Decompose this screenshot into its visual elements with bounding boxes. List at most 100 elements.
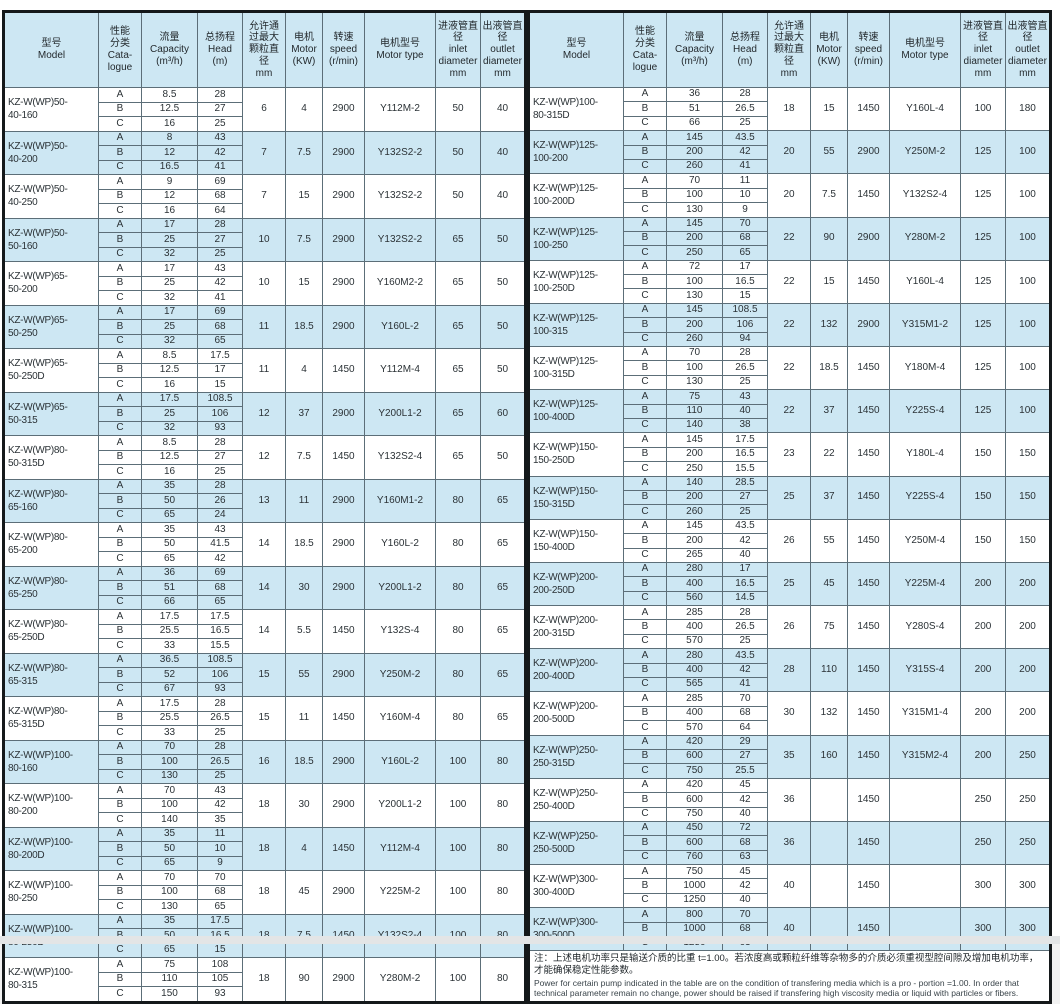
speed-cell: 1450 <box>847 820 890 866</box>
catalogue-cell: B <box>98 406 142 422</box>
table-row: KZ-W(WP)65- 50-250 A 17 69 11 18.5 2900 Y160L-2… <box>3 304 526 349</box>
head-cell: 15 <box>722 288 768 304</box>
head-cell: 26.5 <box>722 101 768 117</box>
motor-type-cell: Y225S-4 <box>889 389 961 434</box>
capacity-cell: 52 <box>141 667 198 683</box>
head-cell: 27 <box>197 232 243 248</box>
capacity-cell: 75 <box>141 957 198 973</box>
table-row: KZ-W(WP)100- 80-250 A 70 70 18 45 2900 Y225M-2 1… <box>3 870 526 915</box>
capacity-cell: 260 <box>666 504 723 520</box>
speed-cell: 2900 <box>322 130 365 175</box>
model-cell: KZ-W(WP)50- 50-160 <box>3 217 99 262</box>
capacity-cell: 145 <box>666 432 723 448</box>
head-cell: 26.5 <box>197 754 243 770</box>
inlet-cell: 200 <box>960 691 1006 736</box>
capacity-cell: 9 <box>141 174 198 190</box>
particle-cell: 12 <box>242 435 286 480</box>
motor-kw-cell: 37 <box>810 475 848 520</box>
motor-type-cell: Y132S2-2 <box>364 130 436 175</box>
motor-kw-cell: 160 <box>810 734 848 779</box>
particle-cell: 18 <box>242 826 286 871</box>
outlet-cell: 100 <box>1005 130 1051 175</box>
table-row: B 100 10 <box>529 187 1051 204</box>
capacity-cell: 33 <box>141 725 198 741</box>
head-cell: 41 <box>722 677 768 693</box>
motor-type-cell: Y132S2-2 <box>364 174 436 219</box>
model-cell: KZ-W(WP)125- 100-250D <box>528 259 624 304</box>
catalogue-cell: B <box>623 101 667 117</box>
catalogue-cell: B <box>98 710 142 726</box>
head-cell: 16.5 <box>722 446 768 463</box>
table-row: KZ-W(WP)125- 100-250 A 145 70 22 90 2900 Y280M-… <box>528 216 1051 261</box>
capacity-cell: 17.5 <box>141 609 198 625</box>
speed-cell: 1450 <box>322 609 365 654</box>
catalogue-cell: B <box>623 489 667 506</box>
outlet-cell: 65 <box>480 609 526 654</box>
capacity-cell: 32 <box>141 290 198 306</box>
head-cell: 105 <box>197 971 243 987</box>
outlet-cell: 150 <box>1005 518 1051 563</box>
capacity-cell: 100 <box>666 274 723 290</box>
motor-type-cell: Y250M-2 <box>889 130 961 175</box>
table-row: C 265 40 <box>529 547 1051 563</box>
inlet-cell: 250 <box>960 777 1006 822</box>
motor-kw-cell: 15 <box>810 259 848 304</box>
outlet-cell: 80 <box>480 870 526 915</box>
outlet-cell: 100 <box>1005 216 1051 261</box>
table-row: KZ-W(WP)125- 100-200D A 70 11 20 7.5 1450 Y132S… <box>528 173 1051 218</box>
inlet-cell: 300 <box>960 864 1006 909</box>
table-row: KZ-W(WP)300- 300-400D A 750 45 40 1450 300 300 <box>528 864 1051 909</box>
model-cell: KZ-W(WP)200- 200-315D <box>528 605 624 650</box>
outlet-cell: 50 <box>480 217 526 262</box>
inlet-cell: 100 <box>435 739 481 784</box>
table-row: KZ-W(WP)65- 50-250D A 8.5 17.5 11 4 1450 Y112M-… <box>3 348 526 393</box>
speed-cell: 1450 <box>847 734 890 779</box>
table-row: B 600 42 <box>529 792 1051 808</box>
head-cell: 11 <box>722 173 768 189</box>
catalogue-cell: A <box>98 391 142 407</box>
motor-type-cell: Y132S-4 <box>364 609 436 654</box>
inlet-cell: 100 <box>435 870 481 915</box>
motor-kw-cell: 37 <box>810 389 848 434</box>
head-cell: 64 <box>197 203 243 219</box>
capacity-cell: 570 <box>666 720 723 736</box>
footnote: 注：上述电机功率只是输送介质的比重 t=1.00。若浓度高或颗粒纤维等杂物多的介… <box>528 950 1051 1003</box>
head-cell: 17.5 <box>197 913 243 929</box>
inlet-cell: 80 <box>435 609 481 654</box>
table-row: C 250 15.5 <box>529 461 1051 477</box>
inlet-cell: 100 <box>960 86 1006 132</box>
speed-cell: 1450 <box>322 826 365 871</box>
catalogue-cell: C <box>98 290 142 306</box>
head-cell: 43.5 <box>722 648 768 664</box>
capacity-cell: 600 <box>666 748 723 765</box>
catalogue-cell: C <box>623 331 667 348</box>
catalogue-cell: C <box>623 202 667 218</box>
head-cell: 64 <box>722 720 768 736</box>
particle-cell: 18 <box>242 783 286 828</box>
motor-type-cell <box>889 907 961 952</box>
particle-cell: 22 <box>767 389 811 434</box>
head-cell: 65 <box>722 245 768 261</box>
motor-kw-cell: 18.5 <box>810 346 848 391</box>
inlet-cell: 125 <box>960 389 1006 434</box>
outlet-cell: 65 <box>480 478 526 523</box>
capacity-cell: 100 <box>666 360 723 376</box>
pump-spec-table-right: 型号 Model 性能 分类 Cata- logue 流量 Capacity (m³… <box>527 10 1052 1004</box>
head-cell: 29 <box>722 734 768 750</box>
table-row: B 12 68 <box>4 188 526 204</box>
capacity-cell: 150 <box>141 986 198 1003</box>
speed-cell: 1450 <box>322 435 365 480</box>
head-cell: 43 <box>197 522 243 538</box>
capacity-cell: 17 <box>141 304 198 320</box>
catalogue-cell: C <box>623 590 667 607</box>
motor-kw-cell: 18.5 <box>285 522 323 567</box>
capacity-cell: 35 <box>141 913 198 929</box>
catalogue-cell: A <box>98 957 142 973</box>
outlet-cell: 100 <box>1005 173 1051 218</box>
motor-kw-cell: 45 <box>810 561 848 607</box>
model-cell: KZ-W(WP)65- 50-250D <box>3 348 99 393</box>
catalogue-cell: B <box>623 576 667 592</box>
col-header-motor-type: 电机型号 Motor type <box>364 11 436 88</box>
catalogue-cell: B <box>623 230 667 247</box>
catalogue-cell: C <box>98 507 142 523</box>
